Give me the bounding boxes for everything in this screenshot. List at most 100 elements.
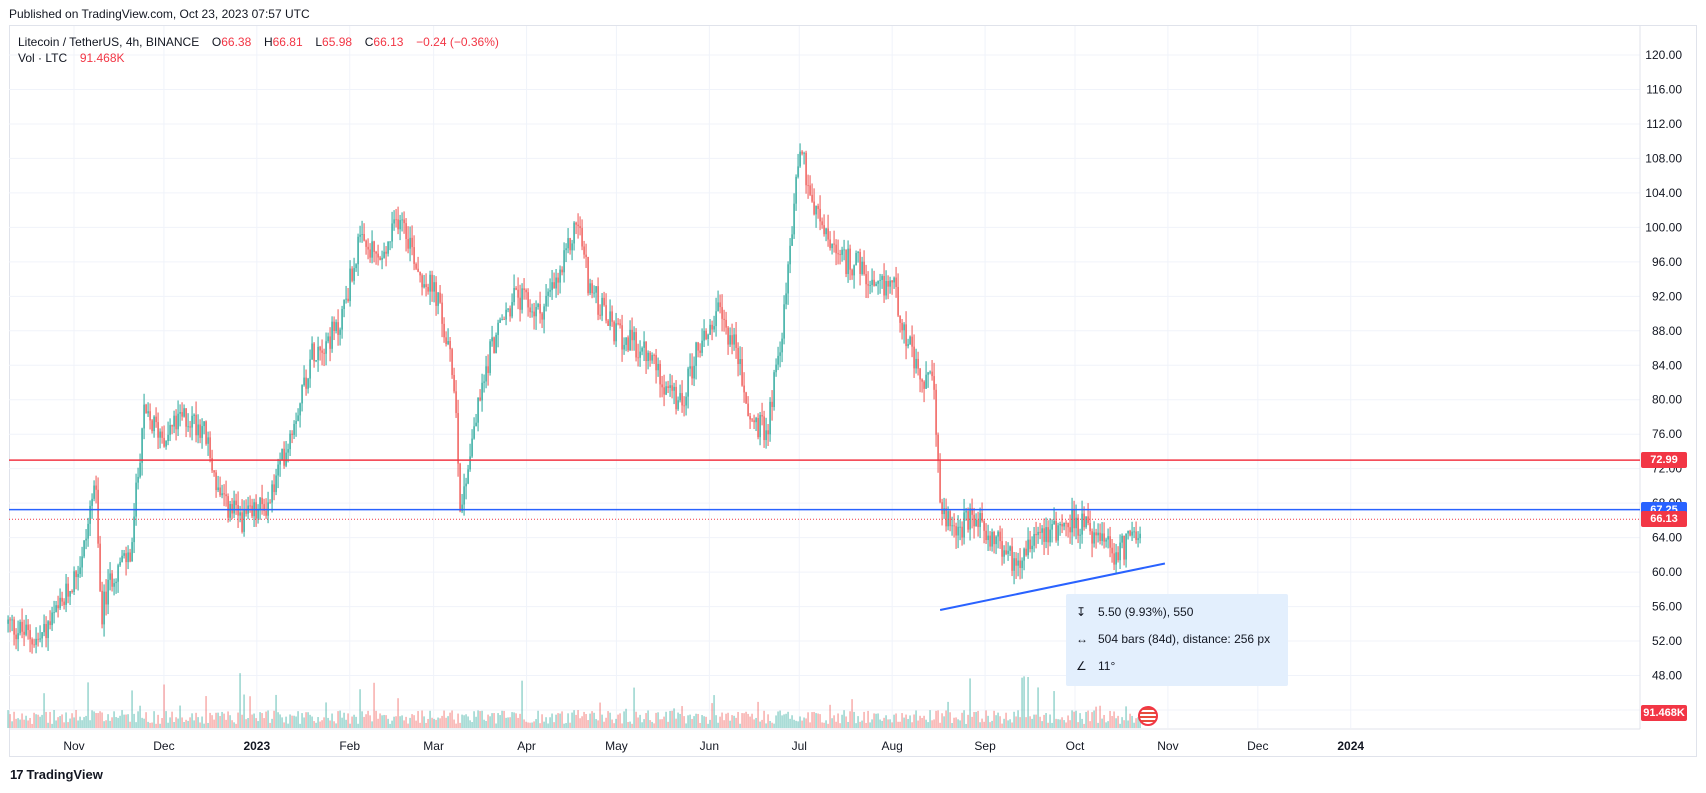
candle-body (399, 220, 401, 230)
candle-body (635, 332, 637, 358)
candle-body (811, 194, 813, 202)
volume-bar (337, 711, 339, 728)
red-line-price-tag[interactable]: 72.99 (1641, 452, 1687, 469)
volume-bar (143, 718, 145, 728)
candle-body (809, 185, 811, 195)
candle-body (1031, 545, 1033, 550)
volume-bar (347, 713, 349, 728)
candle-body (741, 359, 743, 386)
us-flag-icon[interactable] (1138, 706, 1158, 726)
candle-body (775, 364, 777, 373)
candle-body (787, 264, 789, 294)
volume-bar (627, 722, 629, 728)
candle-body (917, 358, 919, 369)
volume-bar (863, 711, 865, 728)
volume-bar (313, 721, 315, 728)
candle-body (109, 573, 111, 580)
volume-bar (1087, 710, 1089, 728)
volume-bar (897, 721, 899, 728)
candle-body (467, 469, 469, 484)
volume-bar (617, 714, 619, 728)
legend-volume-label[interactable]: Vol · LTC (18, 51, 68, 65)
volume-bar (549, 717, 551, 728)
volume-bar (937, 710, 939, 728)
candle-body (123, 553, 125, 556)
candle-body (733, 334, 735, 345)
candle-body (201, 426, 203, 438)
volume-bar (163, 684, 165, 728)
volume-bar (333, 721, 335, 728)
volume-bar (171, 711, 173, 728)
candle-body (571, 243, 573, 251)
candle-body (113, 583, 115, 587)
candle-body (763, 416, 765, 441)
candle-body (437, 292, 439, 306)
candle-body (81, 556, 83, 568)
candle-body (1053, 521, 1055, 525)
volume-bar (489, 716, 491, 728)
volume-bar (1011, 722, 1013, 728)
volume-bar (1083, 723, 1085, 728)
candle-body (233, 500, 235, 514)
time-axis: Nov Dec 2023 Feb Mar Apr May Jun Jul Aug Sep Oct Nov… (63, 739, 1364, 753)
volume-bar (845, 716, 847, 728)
candle-body (907, 344, 909, 347)
legend-symbol[interactable]: Litecoin / TetherUS, 4h, BINANCE (18, 35, 200, 49)
volume-bar (601, 714, 603, 728)
volume-bar (833, 715, 835, 728)
volume-bar (1109, 710, 1111, 728)
volume-bar (119, 715, 121, 728)
volume-bar (1037, 687, 1039, 728)
candle-body (115, 581, 117, 584)
volume-bar (999, 716, 1001, 728)
candle-body (667, 386, 669, 388)
tradingview-logo[interactable]: 17 TradingView (10, 767, 103, 782)
candle-body (669, 385, 671, 388)
candle-body (967, 511, 969, 530)
volume-bar (589, 713, 591, 728)
volume-bar (557, 713, 559, 728)
volume-bar (709, 719, 711, 728)
chart-legend: Litecoin / TetherUS, 4h, BINANCE O66.38 … (18, 34, 499, 66)
volume-bar (99, 711, 101, 728)
volume-bar (285, 716, 287, 728)
candle-body (1013, 558, 1015, 571)
volume-bar (255, 718, 257, 728)
volume-bar (613, 723, 615, 728)
candle-body (751, 419, 753, 421)
volume-bar (623, 711, 625, 728)
candle-body (913, 346, 915, 369)
volume-bar (441, 715, 443, 728)
candle-body (47, 621, 49, 639)
candle-body (553, 282, 555, 289)
volume-bar (1103, 714, 1105, 728)
volume-bar (917, 720, 919, 728)
volume-bar (737, 711, 739, 728)
candle-body (209, 437, 211, 459)
volume-bar (651, 721, 653, 728)
volume-bar (249, 696, 251, 728)
volume-bar (351, 716, 353, 728)
candle-body (949, 511, 951, 527)
volume-bar (879, 719, 881, 728)
candle-body (1105, 539, 1107, 542)
price-tick-label: 92.00 (1652, 289, 1682, 303)
candle-body (961, 526, 963, 538)
volume-bar (389, 723, 391, 728)
volume-bar (495, 723, 497, 728)
candle-body (951, 525, 953, 527)
candle-body (577, 224, 579, 227)
volume-bar (449, 712, 451, 728)
candle-body (557, 277, 559, 283)
volume-bar (611, 719, 613, 728)
candle-body (1049, 529, 1051, 543)
candle-body (723, 318, 725, 320)
candle-body (1127, 530, 1129, 534)
candle-body (271, 484, 273, 503)
volume-bar (85, 715, 87, 728)
candle-body (555, 277, 557, 289)
candle-body (695, 342, 697, 366)
candle-body (797, 166, 799, 177)
price-tick-label: 96.00 (1652, 255, 1682, 269)
